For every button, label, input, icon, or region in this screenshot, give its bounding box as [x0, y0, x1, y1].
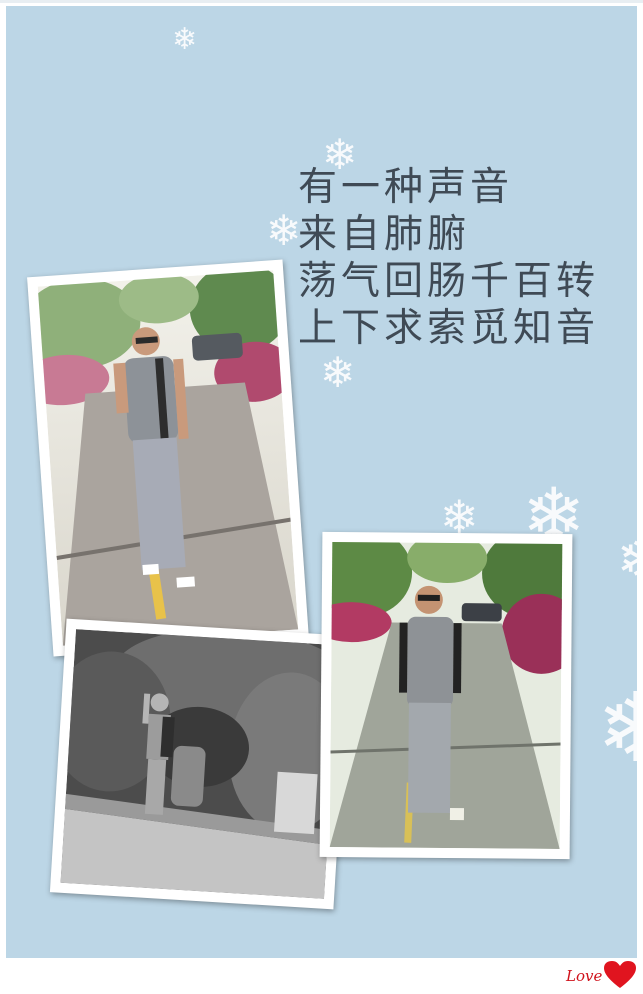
love-signature: Love	[566, 961, 640, 991]
photo-by-rockery	[49, 618, 351, 910]
bottom-strip	[0, 958, 643, 994]
poem-line-3: 荡气回肠千百转	[298, 259, 600, 304]
photo-image	[37, 270, 299, 646]
snowflake-icon: ❄	[320, 348, 356, 397]
snowflake-icon: ❄	[266, 206, 302, 255]
photo-walking-finger-to-lips	[27, 259, 309, 657]
heart-icon	[604, 961, 636, 988]
poem-text: 有一种声音 来自肺腑 荡气回肠千百转 上下求索觅知音	[298, 164, 599, 352]
poem-line-1: 有一种声音	[298, 165, 514, 210]
snowflake-icon: ❄	[596, 672, 643, 784]
photo-walking-on-path	[319, 531, 573, 860]
snowflake-icon: ❄	[322, 130, 358, 179]
snowflake-icon: ❄	[616, 525, 643, 595]
poem-line-4: 上下求索觅知音	[298, 306, 600, 351]
photo-image	[60, 629, 340, 899]
photo-image	[329, 542, 563, 849]
poem-line-2: 来自肺腑	[298, 212, 471, 257]
love-text: Love	[566, 967, 603, 985]
top-border	[0, 0, 643, 3]
snowflake-icon: ❄	[172, 22, 198, 57]
